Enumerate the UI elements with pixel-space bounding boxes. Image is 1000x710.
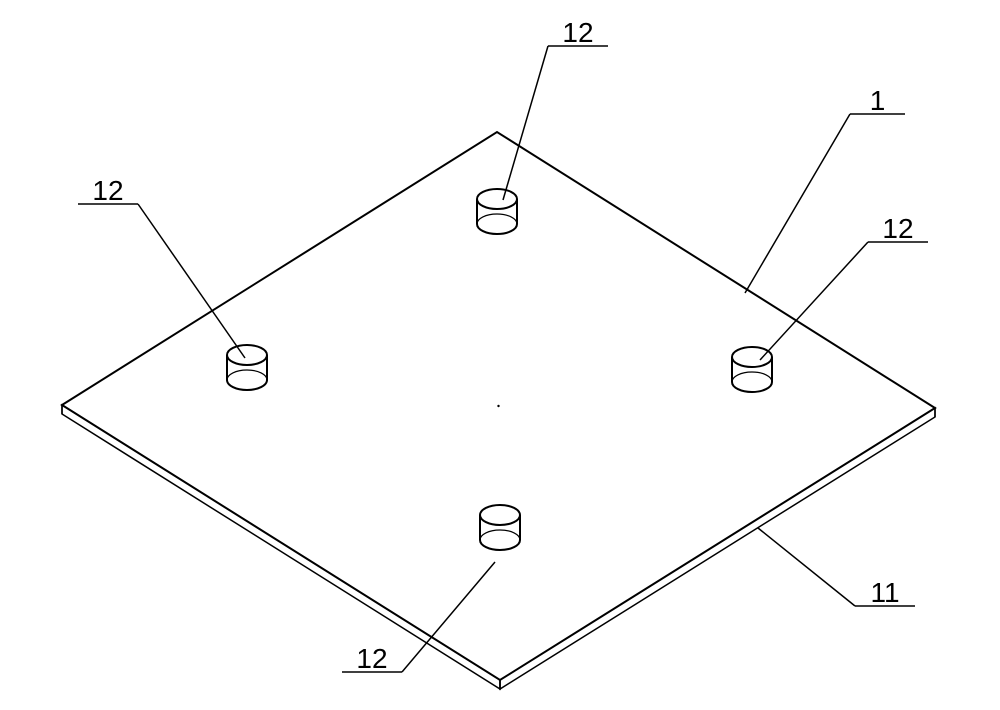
label-12-right: 12: [760, 213, 928, 360]
label-12-left-text: 12: [92, 175, 123, 206]
label-11-text: 11: [870, 577, 899, 608]
plate-edge-front-left: [62, 405, 500, 689]
cylinder-top: [477, 189, 517, 234]
label-1: 1: [745, 85, 905, 293]
label-1-text: 1: [870, 85, 886, 116]
label-12-right-text: 12: [882, 213, 913, 244]
label-12-bottom-text: 12: [356, 643, 387, 674]
label-12-top: 12: [503, 17, 608, 200]
label-12-bottom: 12: [342, 562, 495, 674]
plate-center-dot: [497, 405, 499, 407]
diagram-svg: 12121212111: [0, 0, 1000, 710]
cylinder-bottom: [480, 505, 520, 550]
label-12-left: 12: [78, 175, 245, 358]
label-11: 11: [758, 528, 915, 608]
plate-edge-front-right: [500, 408, 935, 689]
label-12-top-text: 12: [562, 17, 593, 48]
cylinder-left: [227, 345, 267, 390]
